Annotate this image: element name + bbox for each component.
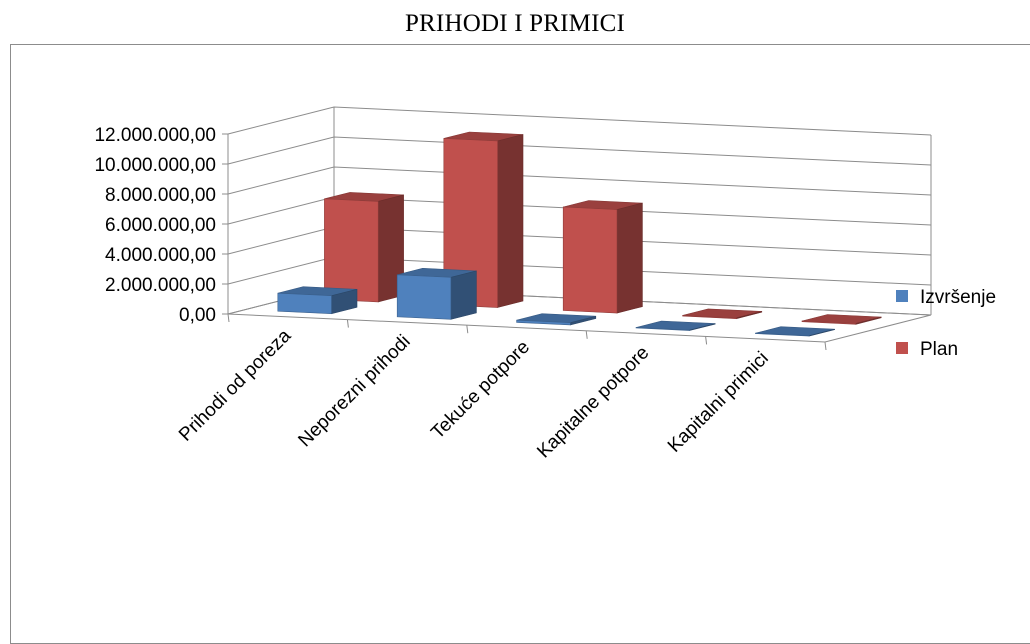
y-tick-label: 10.000.000,00 xyxy=(94,155,216,176)
chart-title: PRIHODI I PRIMICI xyxy=(404,10,626,37)
bar-izvrsenje-1 xyxy=(277,286,358,315)
y-tick-label: 2.000.000,00 xyxy=(105,275,216,296)
gridline xyxy=(227,136,932,166)
bar-plan-5 xyxy=(801,314,882,325)
x-axis-labels: Prihodi od poreza Neporezni prihodi Tekuće… xyxy=(175,325,773,462)
x-tick-mark xyxy=(466,325,469,334)
y-tick-label: 6.000.000,00 xyxy=(105,215,216,236)
x-category-label: Kapitalni primici xyxy=(664,348,773,457)
x-category-label: Kapitalne potpore xyxy=(533,342,653,462)
x-category-label: Neporezni prihodi xyxy=(294,331,414,451)
x-tick-mark xyxy=(346,319,349,328)
gridline xyxy=(227,166,932,196)
x-category-label: Tekuće potpore xyxy=(427,337,534,444)
chart-svg: 0,00 2.000.000,00 4.000.000,00 6.000.000,00… xyxy=(94,106,996,462)
x-tick-mark xyxy=(705,336,708,345)
bar-izvrsenje-2 xyxy=(396,267,477,320)
legend-swatch xyxy=(896,342,908,354)
bar-izvrsenje-4 xyxy=(635,320,716,331)
x-tick-mark xyxy=(585,330,588,339)
bars xyxy=(277,131,882,337)
x-tick-mark xyxy=(227,313,230,323)
legend-label: Plan xyxy=(920,339,958,360)
y-tick-label: 8.000.000,00 xyxy=(105,185,216,206)
bar-plan-1 xyxy=(324,192,404,303)
y-tick-label: 0,00 xyxy=(179,305,216,326)
bar-plan-4 xyxy=(682,308,763,320)
y-tick-label: 4.000.000,00 xyxy=(105,245,216,266)
bar-izvrsenje-3 xyxy=(516,313,597,326)
x-category-label: Prihodi od poreza xyxy=(175,325,295,445)
y-tick-label: 12.000.000,00 xyxy=(94,125,216,146)
legend-label: Izvršenje xyxy=(920,287,996,308)
bar-plan-2 xyxy=(443,131,524,308)
x-tick-mark xyxy=(824,341,827,351)
legend-swatch xyxy=(896,290,908,302)
legend: Izvršenje Plan xyxy=(896,287,996,360)
y-axis-ticks: 0,00 2.000.000,00 4.000.000,00 6.000.000,00… xyxy=(94,125,216,326)
bar-izvrsenje-5 xyxy=(755,326,835,337)
bar-plan-3 xyxy=(562,200,643,314)
gridline xyxy=(227,106,932,136)
